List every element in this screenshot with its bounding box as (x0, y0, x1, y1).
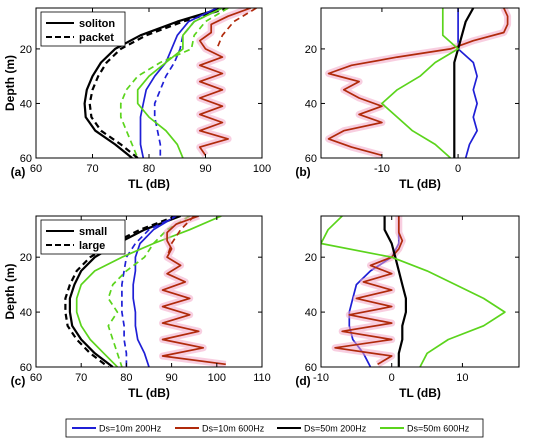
x-axis-label: TL (dB) (128, 386, 170, 400)
x-tick-label: 10 (456, 372, 468, 384)
color-legend-label: Ds=10m 200Hz (99, 424, 162, 434)
series-line (166, 216, 195, 258)
series-line (216, 8, 257, 50)
x-axis-label: TL (dB) (128, 177, 170, 191)
legend-label: small (79, 226, 107, 238)
y-tick-label: 60 (305, 153, 317, 165)
series-line (136, 8, 223, 158)
series-line (75, 216, 222, 367)
series-line (198, 8, 251, 156)
series-group (325, 8, 512, 158)
panel-label: (a) (11, 165, 26, 179)
style-legend: small large (40, 219, 126, 255)
y-tick-label: 60 (20, 362, 32, 374)
panel-label: (c) (11, 374, 26, 388)
legend-box (40, 219, 126, 255)
y-tick-label: 40 (305, 98, 317, 110)
series-line (381, 8, 459, 158)
color-legend-box (65, 418, 484, 438)
x-tick-label: 0 (389, 372, 395, 384)
series-group (83, 8, 257, 158)
y-axis-label: Depth (m) (3, 55, 17, 111)
legend-label: packet (79, 32, 114, 44)
chart-panel: -10 0 10 20 40 60 TL (dB) (d) (295, 215, 520, 400)
series-group (321, 216, 506, 367)
x-tick-label: 100 (253, 163, 271, 175)
legend-box (40, 11, 126, 47)
style-legend: soliton packet (40, 11, 126, 47)
series-line (334, 216, 404, 366)
color-legend-label: Ds=50m 200Hz (304, 424, 367, 434)
plot-frame (320, 7, 520, 159)
color-legend-label: Ds=10m 600Hz (202, 424, 265, 434)
x-tick-label: 70 (75, 372, 87, 384)
y-tick-label: 40 (20, 307, 32, 319)
y-tick-label: 60 (305, 362, 317, 374)
x-tick-label: -10 (374, 163, 390, 175)
y-tick-label: 20 (20, 252, 32, 264)
x-tick-label: 90 (165, 372, 177, 384)
series-line (321, 216, 506, 367)
color-legend-label: Ds=50m 600Hz (407, 424, 470, 434)
series-line (153, 8, 223, 158)
chart-panel: -10 0 20 40 60 TL (dB) (b) (295, 7, 520, 191)
x-tick-label: 110 (253, 372, 271, 384)
x-tick-label: -10 (313, 372, 329, 384)
series-line (132, 216, 177, 367)
y-axis-label: Depth (m) (3, 264, 17, 320)
x-tick-label: 90 (199, 163, 211, 175)
series-line (121, 216, 177, 367)
x-tick-label: 60 (30, 372, 42, 384)
series-line (119, 8, 229, 158)
x-axis-label: TL (dB) (399, 386, 441, 400)
y-tick-label: 40 (20, 98, 32, 110)
x-tick-label: 100 (208, 372, 226, 384)
y-tick-label: 20 (20, 44, 32, 56)
series-line (453, 8, 475, 158)
plot-frame (35, 215, 263, 368)
y-tick-label: 20 (305, 44, 317, 56)
series-line (88, 8, 229, 158)
x-axis-label: TL (dB) (399, 177, 441, 191)
x-tick-label: 70 (86, 163, 98, 175)
y-tick-label: 40 (305, 307, 317, 319)
series-line (383, 216, 407, 367)
y-tick-label: 20 (305, 252, 317, 264)
series-line (457, 8, 478, 158)
series-line (83, 8, 223, 158)
series-line (139, 8, 218, 158)
legend-label: large (79, 240, 105, 252)
color-legend: Ds=10m 200Hz Ds=10m 600Hz Ds=50m 200Hz Ds=5… (65, 418, 484, 438)
x-tick-label: 0 (455, 163, 461, 175)
plot-frame (320, 215, 520, 368)
x-tick-label: 60 (30, 163, 42, 175)
series-line (327, 8, 509, 157)
panel-label: (d) (295, 374, 310, 388)
series-line (161, 216, 226, 366)
chart-panel: 60 70 80 90 100 20 40 60 TL (dB) Depth (m) (a) soli… (3, 7, 271, 191)
chart-panel: 60 70 80 90 100 110 20 40 60 TL (dB) Depth (m) (c) s… (3, 215, 271, 400)
x-tick-label: 80 (143, 163, 155, 175)
legend-label: soliton (79, 18, 115, 30)
panel-label: (b) (295, 165, 310, 179)
x-tick-label: 80 (120, 372, 132, 384)
series-line (107, 216, 191, 367)
y-tick-label: 60 (20, 153, 32, 165)
